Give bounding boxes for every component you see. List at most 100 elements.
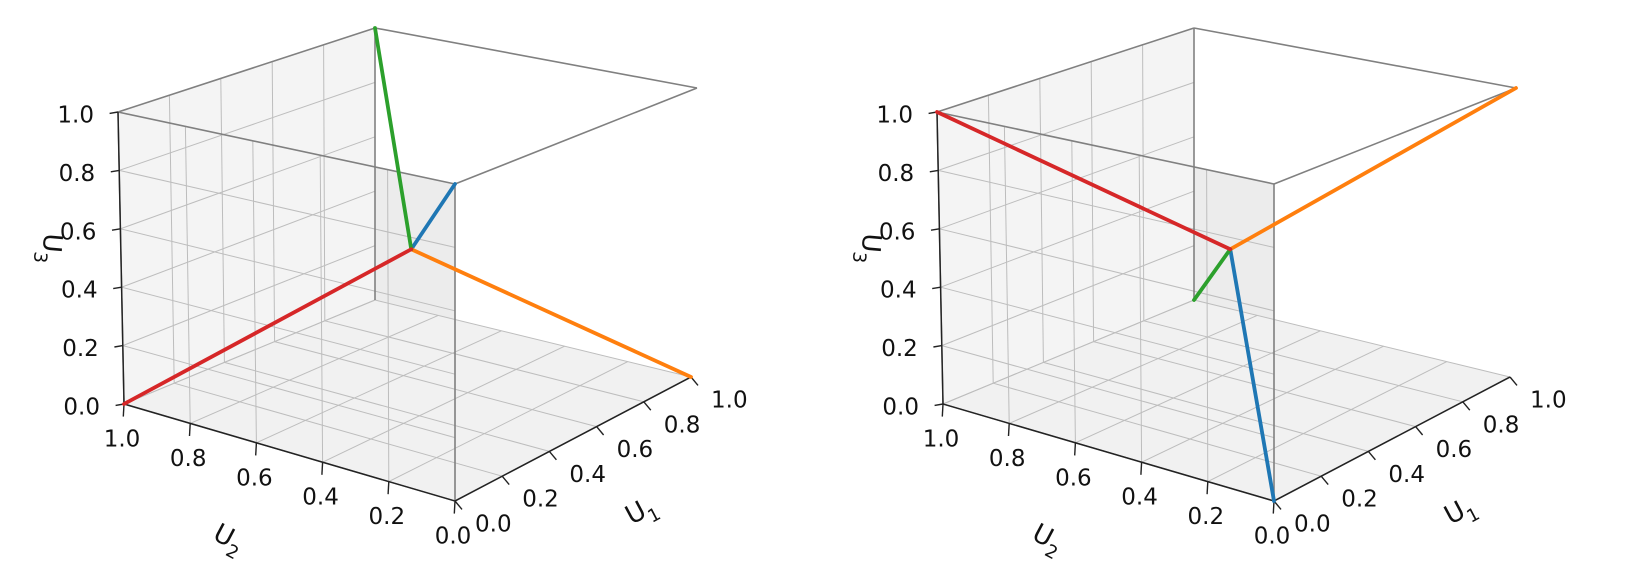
u1-tick-label: 0.6 <box>617 437 654 463</box>
grid-line <box>190 314 439 424</box>
pane-u1u3 <box>118 28 375 404</box>
series-line-1 <box>1228 86 1518 252</box>
u2-axis-label: U2 <box>205 518 249 564</box>
u2-tick-label-mark <box>1272 500 1275 514</box>
grid-line <box>120 228 456 312</box>
grid-line <box>1193 299 1511 378</box>
grid-line <box>274 341 597 428</box>
u2-tick-label: 0.6 <box>236 465 273 491</box>
u1-tick-label: 0.2 <box>1341 487 1378 513</box>
u1-axis-label: U1 <box>621 490 665 536</box>
u1-tick-label-mark <box>1415 426 1424 436</box>
u3-tick-label-mark <box>932 286 941 290</box>
u2-tick-label-mark <box>1074 442 1077 456</box>
u1-tick-label: 1.0 <box>1530 388 1567 414</box>
axes <box>936 111 1511 502</box>
grid-line <box>122 345 456 439</box>
u1-tick-label-mark <box>548 450 557 461</box>
u3-tick-label: 0.4 <box>880 278 917 304</box>
grid-line <box>256 330 502 444</box>
series-line-0 <box>1228 247 1276 503</box>
box-edge <box>1193 27 1517 89</box>
u1-tick-label: 0.2 <box>522 487 559 513</box>
u3-tick-label: 0.2 <box>881 336 918 362</box>
u1-tick-label-mark <box>1509 376 1518 386</box>
u1-tick-label-mark <box>454 500 463 510</box>
u2-tick-label: 0.2 <box>1188 504 1225 530</box>
u1-tick-label-mark <box>596 426 605 436</box>
grid-line <box>939 228 1275 312</box>
u2-tick-label-mark <box>122 403 125 417</box>
grid-line <box>184 126 191 424</box>
u3-tick-label-mark <box>934 403 944 407</box>
u3-tick-label-mark <box>113 286 122 290</box>
grid-line <box>323 44 326 321</box>
box-edge <box>936 27 1195 113</box>
box-edge <box>374 27 698 89</box>
u3-tick-label: 0.0 <box>63 395 100 421</box>
u2-tick-label: 0.6 <box>1055 465 1092 491</box>
u2-tick-label-mark <box>941 403 944 417</box>
grid-line <box>1142 44 1145 321</box>
grid-line <box>121 190 376 288</box>
series-line-3 <box>935 110 1233 252</box>
u2-tick-label-mark <box>321 462 324 475</box>
grid-line <box>119 169 456 248</box>
box-edge <box>936 111 1275 185</box>
grid-line <box>120 136 376 230</box>
u3-tick-label: 0.8 <box>59 161 96 187</box>
plot-3d-left: 0.00.20.40.60.81.01.00.80.60.40.20.00.00… <box>29 26 748 564</box>
u2-tick-label-mark <box>188 423 191 437</box>
box-edge <box>454 87 698 185</box>
u2-tick-label: 1.0 <box>923 427 960 453</box>
u2-tick-label-mark <box>1206 481 1209 495</box>
u3-axis-line <box>936 111 944 405</box>
u3-tick-label-mark <box>111 228 121 231</box>
series-line-1 <box>409 247 693 379</box>
u3-tick-label-mark <box>933 344 942 348</box>
u2-tick-label: 0.8 <box>170 446 207 472</box>
u3-tick-label: 1.0 <box>57 103 94 129</box>
u3-axis-line <box>117 111 125 405</box>
u1-axis-label: U1 <box>1440 490 1484 536</box>
grid-line <box>987 95 994 384</box>
u3-tick-label: 0.6 <box>879 219 916 245</box>
grid-line <box>224 361 550 452</box>
grid-line <box>168 95 175 384</box>
u3-tick-label: 0.8 <box>878 161 915 187</box>
grid-line <box>1043 361 1369 452</box>
u3-axis-label: U3 <box>848 232 887 266</box>
grid-line <box>1206 169 1209 482</box>
grid-line <box>1090 61 1095 342</box>
grid-line <box>941 245 1195 347</box>
u3-tick-label-mark <box>930 228 940 231</box>
u2-axis-label: U2 <box>1024 518 1068 564</box>
u2-tick-label: 0.0 <box>1254 524 1291 550</box>
series-line-2 <box>1192 247 1233 302</box>
grid-line <box>324 320 644 403</box>
u2-tick-label: 0.8 <box>989 446 1026 472</box>
box-edge <box>1273 87 1517 185</box>
u3-tick-label: 0.0 <box>882 395 919 421</box>
u1-tick-label-mark <box>1462 401 1471 411</box>
u2-tick-label-mark <box>1140 462 1143 475</box>
box-edge <box>117 27 376 113</box>
grid-line <box>123 299 376 405</box>
u1-tick-label: 0.6 <box>1436 437 1473 463</box>
grid-line <box>252 140 257 443</box>
u3-axis-label: U3 <box>29 232 68 266</box>
u1-tick-label-mark <box>643 401 652 411</box>
u1-tick-label: 0.4 <box>569 462 606 488</box>
u3-tick-label-mark <box>109 111 119 115</box>
plot-3d-right: 0.00.20.40.60.81.01.00.80.60.40.20.00.00… <box>848 27 1567 564</box>
u3-tick-label: 0.2 <box>62 336 99 362</box>
grid-line <box>271 61 276 342</box>
u2-tick-label-mark <box>1007 423 1010 437</box>
u1-tick-label: 1.0 <box>711 388 748 414</box>
grid-line <box>1141 345 1384 463</box>
u2-tick-label-mark <box>387 481 390 495</box>
grid-line <box>121 286 456 375</box>
grid-line <box>942 299 1195 405</box>
grid-line <box>938 81 1195 171</box>
u2-tick-label: 0.4 <box>1121 485 1158 511</box>
